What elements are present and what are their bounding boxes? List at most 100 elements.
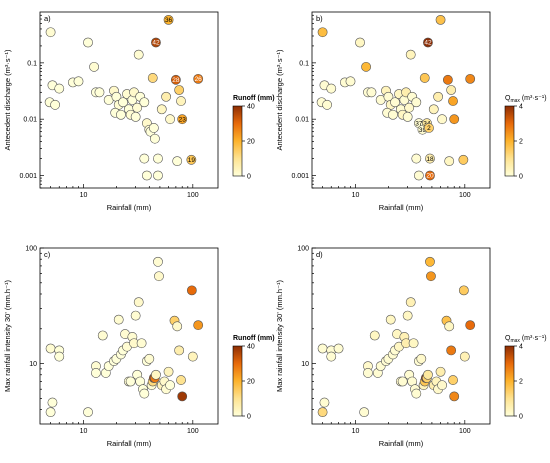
data-point (132, 102, 143, 113)
data-point (170, 74, 181, 85)
y-tick-label: 10 (301, 361, 309, 368)
data-point (411, 97, 422, 108)
data-point (355, 37, 365, 48)
data-point (449, 391, 460, 402)
y-tick-label: 100 (25, 246, 37, 253)
y-axis-label: Max rainfall intensity 30' (mm.h⁻¹) (3, 279, 12, 392)
colorbar-gradient (504, 105, 515, 177)
data-point (359, 407, 370, 418)
data-point (133, 297, 144, 308)
point-label: 36 (165, 17, 173, 24)
data-point (150, 133, 160, 144)
colorbar-tick-label: 40 (247, 104, 255, 111)
data-point (435, 14, 446, 25)
y-tick-label: 0.01 (295, 117, 309, 124)
panel-label: c) (44, 250, 51, 259)
data-point (118, 97, 128, 108)
colorbar-gradient (232, 345, 243, 417)
plot-frame (39, 247, 219, 425)
colorbar-gradient (504, 345, 515, 417)
data-point (130, 310, 141, 321)
data-point (45, 343, 56, 354)
data-point (326, 351, 337, 362)
data-point (369, 330, 380, 341)
y-tick-label: 0.001 (19, 173, 37, 180)
data-point (172, 156, 183, 167)
data-point (133, 49, 144, 60)
data-point (423, 37, 433, 48)
y-tick-label: 0.1 (27, 60, 37, 67)
chart-panel-3: 10 100 10 100 Rainfall (mm) Max rainfall inte… (3, 246, 275, 449)
data-point (428, 104, 439, 115)
panel-label: d) (316, 250, 323, 259)
x-axis-label: Rainfall (mm) (379, 203, 424, 212)
data-point (423, 369, 433, 380)
data-point (139, 388, 150, 399)
point-label: 28 (172, 77, 180, 84)
data-point (433, 91, 444, 102)
data-point (186, 285, 197, 296)
data-point (193, 73, 204, 84)
colorbar-tick-label: 4 (519, 104, 523, 111)
data-point (366, 87, 377, 98)
data-point (156, 104, 167, 115)
data-point (165, 380, 176, 391)
data-point (165, 114, 176, 125)
data-point (54, 83, 65, 94)
x-tick-label: 100 (187, 192, 199, 199)
point-label: 39 (419, 127, 427, 134)
data-point (442, 74, 453, 85)
data-point (459, 351, 470, 362)
x-tick-label: 10 (352, 192, 360, 199)
data-point (416, 353, 427, 364)
plot-frame (311, 11, 491, 189)
colorbar-tick-label: 0 (247, 414, 251, 421)
data-point (449, 114, 460, 125)
x-tick-label: 100 (187, 428, 199, 435)
data-point (141, 170, 152, 181)
data-point (176, 375, 186, 385)
colorbar-tick-label: 40 (247, 344, 255, 351)
y-tick-label: 10 (29, 361, 37, 368)
data-point (444, 156, 455, 167)
data-point (411, 153, 422, 164)
colorbar-tick-label: 0 (519, 174, 523, 181)
data-point (465, 320, 476, 331)
data-point (153, 153, 163, 164)
y-axis-label: Max rainfall intensity 30' (mm.h⁻¹) (275, 279, 284, 392)
data-point (411, 388, 422, 399)
data-point (89, 61, 99, 72)
data-point (154, 271, 164, 282)
data-points: 3739344222018 (316, 14, 476, 181)
x-tick-label: 10 (80, 192, 88, 199)
colorbar-tick-label: 0 (519, 414, 523, 421)
y-axis-label: Antecedent discharge (m³·s⁻¹) (3, 49, 12, 151)
colorbar-title: Runoff (mm) (233, 95, 275, 102)
data-point (361, 61, 371, 72)
data-point (405, 297, 416, 308)
data-point (326, 83, 337, 94)
data-point (139, 153, 150, 164)
x-tick-label: 10 (80, 428, 88, 435)
data-point (404, 102, 415, 113)
data-point (139, 97, 150, 108)
panel-label: a) (44, 14, 51, 23)
data-point (73, 76, 84, 87)
data-point (113, 314, 124, 325)
data-points: 42 36 28 23 19 26 (44, 14, 204, 181)
data-point (177, 114, 188, 125)
colorbar-tick-label: 20 (247, 139, 255, 146)
colorbar-title: Qmax (m³·s⁻¹) (505, 95, 547, 104)
data-point (177, 391, 188, 402)
data-point (174, 345, 185, 356)
data-point (458, 285, 469, 296)
y-tick-label: 0.01 (23, 117, 37, 124)
data-point (186, 154, 197, 165)
point-label: 20 (426, 173, 434, 180)
data-point (97, 330, 108, 341)
data-point (424, 123, 434, 133)
colorbar-title: Qmax (m³·s⁻¹) (505, 335, 547, 344)
